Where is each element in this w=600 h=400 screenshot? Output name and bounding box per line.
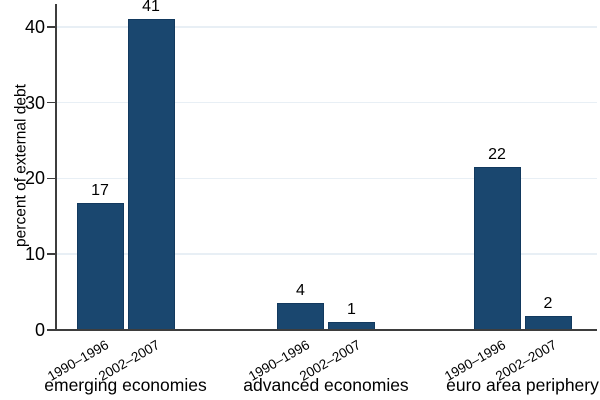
y-tick-label-20: 20 — [24, 168, 45, 189]
y-tick-label-0: 0 — [34, 320, 45, 340]
y-axis-line — [55, 4, 57, 331]
bar-value-label: 1 — [347, 300, 356, 318]
y-tick-mark-10 — [47, 253, 56, 255]
y-tick-mark-40 — [47, 26, 56, 28]
gridline-10 — [55, 253, 597, 255]
group-label-emerging-economies: emerging economies — [44, 375, 207, 395]
y-tick-mark-0 — [47, 329, 56, 331]
gridline-30 — [55, 101, 597, 104]
y-tick-label-10: 10 — [24, 244, 45, 265]
bar-euro-area-periphery-2002-2007 — [524, 316, 572, 330]
bar-euro-area-periphery-1990-1996 — [473, 167, 521, 330]
bar-value-label: 4 — [296, 281, 305, 299]
y-tick-label-40: 40 — [24, 16, 45, 37]
bar-value-label: 2 — [543, 295, 553, 313]
y-axis-title: percent of external debt — [12, 84, 30, 247]
y-tick-label-30: 30 — [24, 92, 45, 113]
bar-advanced-economies-2002-2007 — [328, 321, 375, 330]
bar-emerging-economies-1990-1996 — [76, 203, 124, 330]
bar-emerging-economies-2002-2007 — [127, 19, 175, 330]
gridline-20 — [55, 177, 597, 180]
bar-value-label: 41 — [142, 0, 160, 16]
bar-value-label: 17 — [91, 182, 109, 200]
bar-value-label: 22 — [488, 146, 506, 164]
group-label-euro-area-periphery: euro area periphery — [446, 375, 599, 395]
gridline-40 — [55, 26, 597, 28]
y-tick-mark-20 — [47, 177, 56, 180]
group-label-advanced-economies: advanced economies — [243, 375, 409, 395]
y-tick-mark-30 — [47, 101, 56, 104]
x-axis-line — [54, 329, 597, 331]
bar-advanced-economies-1990-1996 — [277, 302, 324, 330]
